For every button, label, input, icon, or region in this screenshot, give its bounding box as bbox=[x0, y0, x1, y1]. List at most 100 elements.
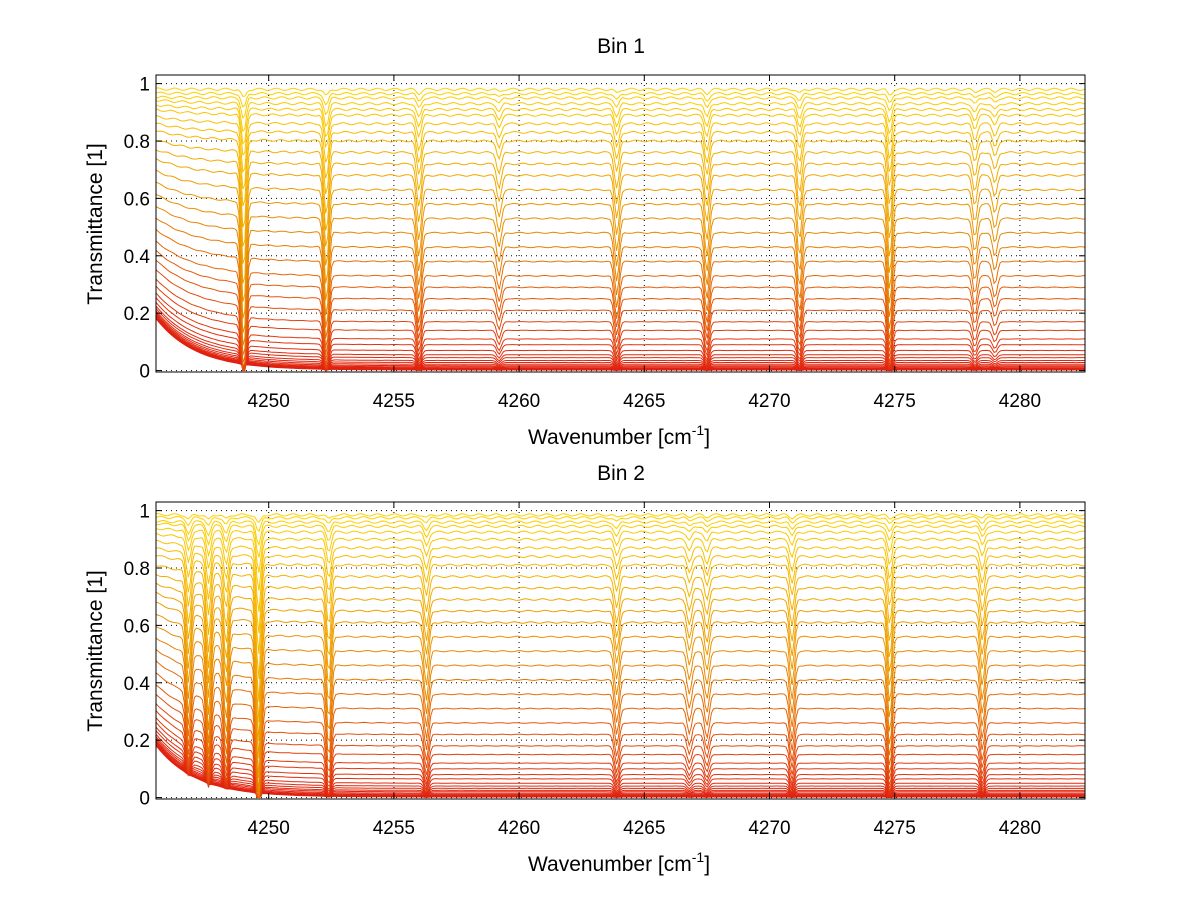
spectrum-line bbox=[155, 91, 1086, 108]
spectrum-line bbox=[155, 149, 1086, 247]
spectrum-line bbox=[155, 250, 1086, 369]
tick-labels: 4250 4255 4260 4265 4270 4275 4280 0 0.2 0.4 0.6 0.… bbox=[124, 75, 1085, 412]
spectrum-line bbox=[155, 730, 1085, 798]
plot-frame bbox=[155, 74, 1086, 373]
spectrum-line bbox=[155, 717, 1085, 798]
spectrum-line bbox=[155, 316, 1085, 372]
y-tick-label: 0 bbox=[139, 362, 150, 383]
series-lines bbox=[155, 87, 1086, 373]
spectrum-line bbox=[155, 740, 1085, 799]
spectrum-line bbox=[155, 660, 1086, 799]
spectrum-line bbox=[155, 591, 1086, 741]
y-tick-label: 0.4 bbox=[124, 674, 151, 695]
spectrum-line bbox=[155, 555, 1086, 654]
spectrum-line bbox=[155, 513, 1086, 524]
spectrum-line bbox=[155, 736, 1086, 798]
x-tick-label: 4250 bbox=[248, 391, 290, 412]
y-tick-label: 1 bbox=[139, 75, 150, 96]
spectrum-line bbox=[155, 626, 1086, 795]
series-lines bbox=[155, 513, 1086, 799]
y-tick-label: 0.2 bbox=[124, 304, 150, 325]
spectrum-line bbox=[155, 104, 1086, 145]
y-tick-label: 0.2 bbox=[124, 731, 150, 752]
spectrum-line bbox=[155, 520, 1086, 547]
plot-frame bbox=[155, 501, 1086, 800]
x-tick-label: 4260 bbox=[498, 818, 540, 839]
spectrum-line bbox=[155, 739, 1085, 798]
spectrum-line bbox=[155, 515, 1086, 533]
spectrum-line bbox=[155, 285, 1086, 371]
spectrum-line bbox=[155, 206, 1086, 334]
spectrum-line bbox=[155, 738, 1086, 798]
spectrum-line bbox=[155, 733, 1086, 798]
spectrum-line bbox=[155, 314, 1085, 371]
spectrum-line bbox=[155, 313, 1086, 372]
x-tick-label: 4265 bbox=[623, 818, 665, 839]
x-axis-label: Wavenumber [cm-1] bbox=[528, 849, 710, 876]
spectrum-line bbox=[155, 140, 1086, 228]
x-tick-label: 4255 bbox=[373, 818, 415, 839]
x-tick-label: 4250 bbox=[248, 818, 290, 839]
spectrum-line bbox=[155, 648, 1086, 798]
spectrum-line bbox=[155, 130, 1086, 207]
y-tick-label: 0 bbox=[139, 789, 150, 810]
spectrum-line bbox=[155, 573, 1086, 702]
spectrum-line bbox=[155, 547, 1086, 634]
x-tick-label: 4280 bbox=[999, 818, 1041, 839]
spectrum-line bbox=[155, 539, 1086, 612]
x-tick-label: 4270 bbox=[748, 818, 790, 839]
spectrum-line bbox=[155, 703, 1086, 798]
spectrum-line bbox=[155, 157, 1085, 264]
spectrum-line bbox=[155, 259, 1086, 371]
y-tick-label: 0.4 bbox=[124, 247, 151, 268]
spectrum-line bbox=[155, 637, 1086, 798]
y-tick-label: 0.8 bbox=[124, 559, 150, 580]
x-tick-label: 4270 bbox=[748, 391, 790, 412]
spectrum-line bbox=[155, 743, 1085, 798]
spectrum-line bbox=[155, 292, 1085, 373]
spectrum-line bbox=[155, 308, 1086, 372]
panel-bin-2: Bin 2 4250 4255 4260 4265 4270 4275 4280 0 0.2 0.… bbox=[84, 462, 1086, 876]
spectrum-line bbox=[155, 122, 1086, 190]
spectrum-line bbox=[155, 742, 1085, 798]
spectrum-line bbox=[155, 240, 1086, 364]
spectrum-line bbox=[155, 742, 1085, 799]
spectrum-line bbox=[155, 217, 1086, 346]
spectrum-line bbox=[155, 297, 1086, 372]
spectrum-line bbox=[155, 108, 1086, 157]
spectrum-line bbox=[155, 726, 1085, 798]
x-tick-label: 4275 bbox=[874, 391, 916, 412]
spectrum-line bbox=[155, 532, 1086, 591]
spectrum-line bbox=[155, 694, 1086, 798]
spectrum-line bbox=[155, 87, 1086, 97]
spectrum-line bbox=[155, 311, 1085, 372]
y-tick-label: 1 bbox=[139, 502, 150, 523]
spectrum-line bbox=[155, 194, 1086, 319]
spectrum-line bbox=[155, 614, 1086, 778]
spectrum-line bbox=[155, 269, 1086, 372]
spectrum-line bbox=[155, 302, 1086, 372]
spectrum-line bbox=[155, 601, 1086, 759]
spectrum-line bbox=[155, 169, 1086, 284]
spectrum-line bbox=[155, 710, 1085, 798]
spectrum-line bbox=[155, 278, 1086, 371]
chart-title: Bin 1 bbox=[597, 35, 645, 58]
x-axis-label: Wavenumber [cm-1] bbox=[528, 422, 710, 449]
spectrum-line bbox=[155, 527, 1086, 573]
x-tick-label: 4255 bbox=[373, 391, 415, 412]
spectrum-line bbox=[155, 228, 1086, 356]
spectrum-line bbox=[155, 95, 1086, 119]
x-tick-label: 4265 bbox=[623, 391, 665, 412]
y-axis-label: Transmittance [1] bbox=[84, 570, 107, 731]
y-tick-label: 0.6 bbox=[124, 616, 150, 637]
chart-title: Bin 2 bbox=[597, 462, 645, 485]
spectrum-line bbox=[155, 582, 1085, 723]
spectrum-line bbox=[155, 181, 1086, 302]
spectrum-line bbox=[155, 310, 1085, 372]
x-tick-label: 4275 bbox=[874, 818, 916, 839]
spectrum-line bbox=[155, 305, 1085, 372]
y-tick-label: 0.8 bbox=[124, 132, 150, 153]
spectrum-line bbox=[155, 99, 1086, 133]
spectrum-line bbox=[155, 315, 1085, 372]
